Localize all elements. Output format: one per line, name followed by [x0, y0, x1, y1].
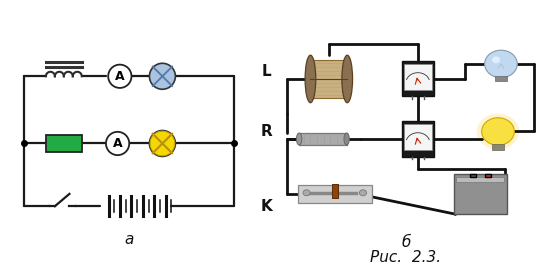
Text: A: A [115, 70, 125, 83]
FancyBboxPatch shape [492, 144, 504, 150]
Circle shape [150, 63, 175, 89]
FancyBboxPatch shape [310, 60, 347, 98]
FancyBboxPatch shape [454, 174, 507, 214]
FancyBboxPatch shape [404, 124, 432, 150]
Ellipse shape [342, 55, 353, 103]
FancyBboxPatch shape [456, 177, 504, 182]
FancyBboxPatch shape [402, 61, 434, 96]
FancyBboxPatch shape [46, 135, 82, 152]
FancyBboxPatch shape [298, 185, 372, 203]
Text: Puc.  2.3.: Puc. 2.3. [370, 250, 442, 265]
Ellipse shape [305, 55, 316, 103]
Text: K: K [260, 199, 272, 214]
Circle shape [150, 130, 175, 157]
Circle shape [482, 118, 514, 145]
FancyBboxPatch shape [470, 173, 476, 177]
Circle shape [477, 114, 519, 149]
FancyBboxPatch shape [404, 64, 432, 90]
Circle shape [108, 64, 132, 88]
FancyBboxPatch shape [484, 173, 491, 177]
Text: б: б [402, 235, 410, 250]
Circle shape [303, 190, 310, 196]
FancyBboxPatch shape [299, 133, 347, 145]
Circle shape [484, 50, 517, 78]
Text: A: A [113, 137, 123, 150]
Text: a: a [124, 232, 133, 247]
FancyBboxPatch shape [332, 184, 338, 198]
FancyBboxPatch shape [495, 76, 507, 81]
Circle shape [106, 132, 129, 155]
Text: L: L [262, 64, 271, 79]
Ellipse shape [296, 133, 302, 145]
Circle shape [492, 56, 500, 63]
Ellipse shape [344, 133, 349, 145]
FancyBboxPatch shape [402, 121, 434, 157]
Circle shape [360, 190, 367, 196]
Text: R: R [260, 124, 272, 139]
